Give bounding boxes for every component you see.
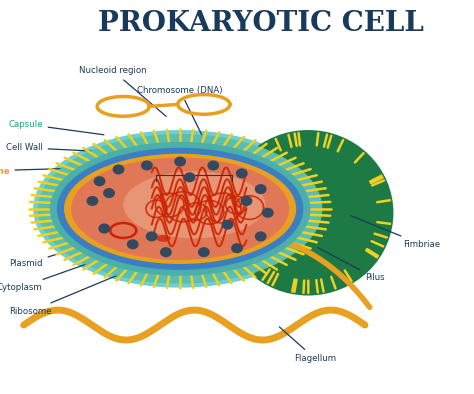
Circle shape <box>232 244 242 253</box>
Text: Cytoplasm: Cytoplasm <box>0 251 123 292</box>
Text: Chromosome (DNA): Chromosome (DNA) <box>137 86 223 141</box>
Text: Capsule: Capsule <box>8 120 104 135</box>
Ellipse shape <box>223 130 393 296</box>
Circle shape <box>142 161 152 170</box>
Circle shape <box>255 232 266 241</box>
Circle shape <box>128 240 138 249</box>
Circle shape <box>222 220 233 229</box>
Circle shape <box>199 248 209 256</box>
Ellipse shape <box>38 134 322 284</box>
Circle shape <box>146 232 157 241</box>
Circle shape <box>175 157 185 166</box>
Circle shape <box>237 169 247 178</box>
Text: Flagellum: Flagellum <box>279 327 336 363</box>
Circle shape <box>113 165 124 174</box>
Circle shape <box>99 224 109 233</box>
Text: Ribosome: Ribosome <box>9 269 133 316</box>
Circle shape <box>184 173 195 182</box>
Text: Cell Wall: Cell Wall <box>6 143 104 152</box>
Ellipse shape <box>57 148 303 270</box>
Circle shape <box>208 161 219 170</box>
Circle shape <box>255 185 266 193</box>
Ellipse shape <box>156 235 171 242</box>
Text: Pilus: Pilus <box>318 247 384 282</box>
Ellipse shape <box>123 171 265 238</box>
Text: Plasma Membrane: Plasma Membrane <box>0 167 104 176</box>
Circle shape <box>94 177 105 186</box>
Text: Plasmid: Plasmid <box>9 233 123 268</box>
Ellipse shape <box>71 158 289 260</box>
Text: Nucleoid region: Nucleoid region <box>79 67 166 116</box>
Circle shape <box>87 197 98 205</box>
Ellipse shape <box>50 142 310 276</box>
Ellipse shape <box>64 154 296 264</box>
Circle shape <box>104 189 114 197</box>
Ellipse shape <box>33 130 327 288</box>
Circle shape <box>161 248 171 256</box>
Text: PROKARYOTIC CELL: PROKARYOTIC CELL <box>98 10 424 37</box>
Circle shape <box>263 208 273 217</box>
Circle shape <box>241 197 252 205</box>
Text: Fimbriae: Fimbriae <box>351 216 440 249</box>
